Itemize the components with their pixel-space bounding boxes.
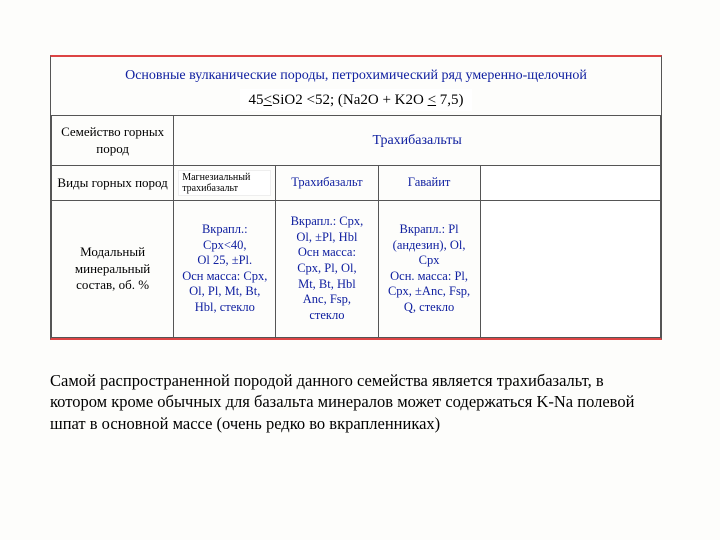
composition-1-text: Вкрапл.: Cpx<40, Ol 25, ±Pl. Осн масса: … (178, 222, 271, 316)
species-3-text: Гавайит (408, 175, 451, 189)
species-cell-3: Гавайит (378, 165, 480, 200)
classification-table: Основные вулканические породы, петрохими… (50, 55, 662, 340)
annotation-magnesial: Магнезиальный трахибазальт (178, 170, 271, 196)
composition-cell-1: Вкрапл.: Cpx<40, Ol 25, ±Pl. Осн масса: … (174, 200, 276, 337)
family-row: Семейство горных пород Трахибазальты (52, 116, 661, 166)
description-paragraph: Самой распространенной породой данного с… (50, 370, 655, 434)
species-cell-4-blank (480, 165, 660, 200)
composition-3-text: Вкрапл.: Pl (андезин), Ol, Cpx Осн. масс… (383, 222, 476, 316)
species-cell-1: Магнезиальный трахибазальт (174, 165, 276, 200)
slide: Основные вулканические породы, петрохими… (0, 0, 720, 540)
composition-row: Модальный минеральный состав, об. % Вкра… (52, 200, 661, 337)
table-title: Основные вулканические породы, петрохими… (56, 61, 657, 87)
composition-cell-2: Вкрапл.: Cpx, Ol, ±Pl, Hbl Осн масса: Cp… (276, 200, 378, 337)
composition-2-text: Вкрапл.: Cpx, Ol, ±Pl, Hbl Осн масса: Cp… (280, 214, 373, 323)
row-label-species: Виды горных пород (52, 165, 174, 200)
table: Основные вулканические породы, петрохими… (51, 57, 661, 338)
composition-cell-3: Вкрапл.: Pl (андезин), Ol, Cpx Осн. масс… (378, 200, 480, 337)
species-row: Виды горных пород Магнезиальный трахибаз… (52, 165, 661, 200)
family-value: Трахибазальты (372, 133, 461, 148)
composition-cell-4-blank (480, 200, 660, 337)
row-label-family: Семейство горных пород (52, 116, 174, 166)
chemistry-formula: 45<SiO2 <52; (Na2O + K2O < 7,5) (240, 89, 471, 112)
row-label-composition: Модальный минеральный состав, об. % (52, 200, 174, 337)
title-row: Основные вулканические породы, петрохими… (52, 57, 661, 116)
species-cell-2: Трахибазальт (276, 165, 378, 200)
species-2-text: Трахибазальт (291, 175, 362, 189)
